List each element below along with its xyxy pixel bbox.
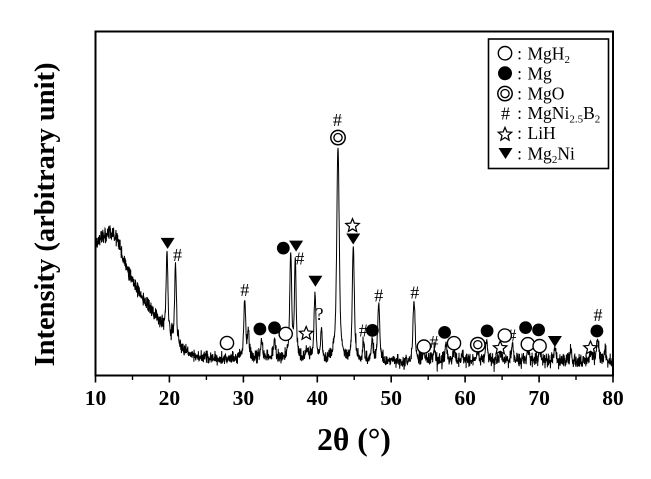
svg-text::: : xyxy=(517,43,522,63)
svg-text:30: 30 xyxy=(233,386,255,410)
svg-text:40: 40 xyxy=(307,386,329,410)
svg-text:60: 60 xyxy=(454,386,476,410)
svg-text:#: # xyxy=(359,321,368,341)
svg-text:MgH2: MgH2 xyxy=(528,43,570,66)
svg-text:Intensity (arbitrary unit): Intensity (arbitrary unit) xyxy=(30,63,61,367)
svg-text:#: # xyxy=(374,285,383,305)
svg-text:LiH: LiH xyxy=(528,123,557,143)
svg-text:MgO: MgO xyxy=(528,84,565,104)
svg-text:#: # xyxy=(594,305,603,325)
svg-text:#: # xyxy=(410,282,419,302)
svg-text:50: 50 xyxy=(380,386,402,410)
svg-text::: : xyxy=(517,103,522,123)
svg-text::: : xyxy=(517,123,522,143)
svg-text::: : xyxy=(517,144,522,164)
svg-text:10: 10 xyxy=(85,386,107,410)
svg-text:?: ? xyxy=(316,304,324,324)
svg-text:#: # xyxy=(295,248,304,268)
svg-text:70: 70 xyxy=(528,386,550,410)
svg-text:Mg2Ni: Mg2Ni xyxy=(528,144,575,167)
svg-text:#: # xyxy=(240,280,249,300)
svg-text:#: # xyxy=(333,110,342,130)
svg-text:80: 80 xyxy=(602,386,624,410)
svg-text:#: # xyxy=(173,245,182,265)
svg-text:2θ (°): 2θ (°) xyxy=(317,422,391,457)
svg-text:#: # xyxy=(501,103,510,123)
svg-text:#: # xyxy=(430,332,439,352)
svg-text:Mg: Mg xyxy=(528,63,553,83)
svg-text::: : xyxy=(517,84,522,104)
svg-text::: : xyxy=(517,63,522,83)
svg-text:20: 20 xyxy=(159,386,181,410)
